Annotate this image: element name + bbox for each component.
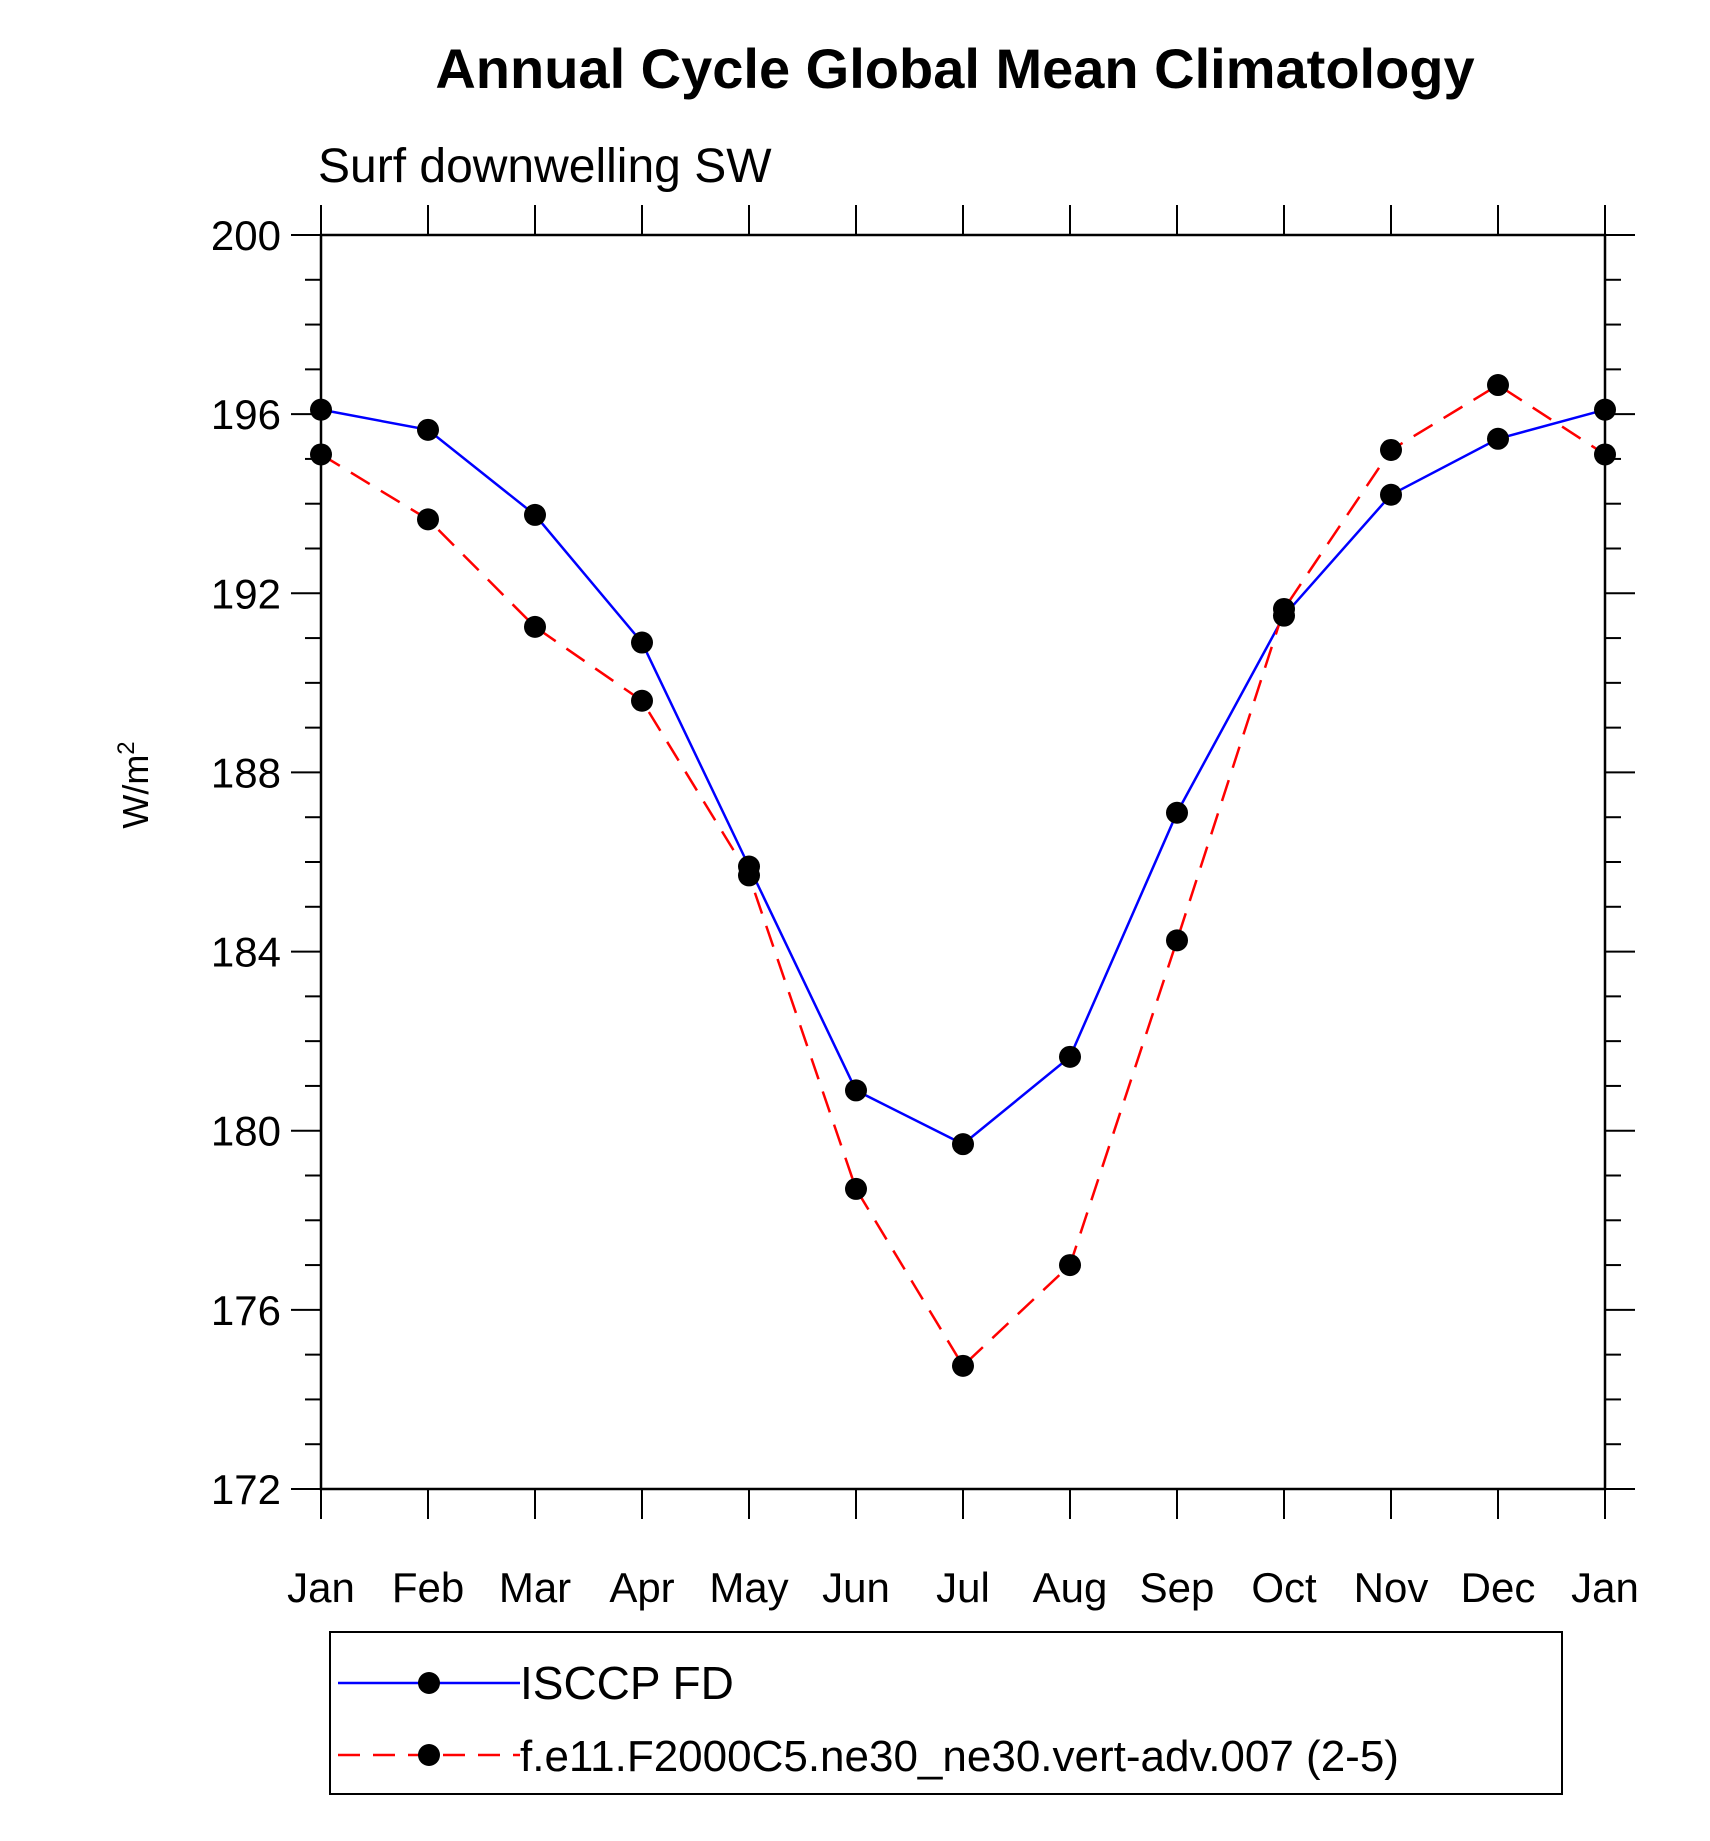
y-axis-label: W/m2 xyxy=(113,741,156,828)
series-0-point xyxy=(1059,1045,1081,1068)
y-tick-label: 200 xyxy=(211,212,281,259)
x-tick-label: Mar xyxy=(499,1564,571,1611)
series-1-point xyxy=(417,508,439,531)
series-0-point xyxy=(1594,398,1616,421)
chart-title: Annual Cycle Global Mean Climatology xyxy=(435,37,1474,100)
x-tick-label: Aug xyxy=(1033,1564,1108,1611)
x-tick-label: Jun xyxy=(822,1564,890,1611)
series-1-point xyxy=(1059,1254,1081,1277)
legend-label-model: f.e11.F2000C5.ne30_ne30.vert-adv.007 (2-… xyxy=(520,1732,1399,1781)
series-1-point xyxy=(310,443,332,466)
series-1-point xyxy=(524,615,546,638)
series-0-point xyxy=(417,418,439,441)
svg-text:W/m2: W/m2 xyxy=(113,741,156,828)
series-1-point xyxy=(1380,438,1402,461)
x-tick-label: May xyxy=(709,1564,788,1611)
legend-label-isccp-fd: ISCCP FD xyxy=(520,1657,734,1709)
series-1-point xyxy=(845,1177,867,1200)
series-0-point xyxy=(845,1079,867,1102)
series-1-point xyxy=(952,1354,974,1377)
legend: ISCCP FD f.e11.F2000C5.ne30_ne30.vert-ad… xyxy=(329,1631,1563,1795)
x-tick-label: Oct xyxy=(1251,1564,1317,1611)
legend-marker-model xyxy=(418,1744,440,1766)
x-tick-label: Dec xyxy=(1461,1564,1536,1611)
series-0-point xyxy=(1380,483,1402,506)
series-0-point xyxy=(1166,801,1188,824)
series-1-point xyxy=(1594,443,1616,466)
x-tick-label: Jan xyxy=(287,1564,355,1611)
series-0-point xyxy=(631,631,653,654)
x-tick-label: Nov xyxy=(1354,1564,1429,1611)
y-tick-label: 196 xyxy=(211,391,281,438)
plot-frame xyxy=(319,233,1607,1491)
legend-box xyxy=(329,1631,1563,1795)
x-tick-label: Jan xyxy=(1571,1564,1639,1611)
y-tick-label: 192 xyxy=(211,570,281,617)
series-1-point xyxy=(1166,929,1188,952)
series-line-0 xyxy=(320,408,1606,1146)
series-0-point xyxy=(310,398,332,421)
y-tick-label: 176 xyxy=(211,1287,281,1334)
x-tick-label: Sep xyxy=(1140,1564,1215,1611)
y-tick-label: 172 xyxy=(211,1466,281,1513)
x-tick-label: Jul xyxy=(936,1564,990,1611)
series-0-point xyxy=(1487,427,1509,450)
y-axis-label-text: W/m xyxy=(115,755,156,829)
chart-subtitle: Surf downwelling SW xyxy=(318,140,772,193)
series-0-point xyxy=(952,1133,974,1156)
legend-marker-isccp-fd xyxy=(418,1672,440,1694)
y-tick-label: 188 xyxy=(211,749,281,796)
y-tick-label: 184 xyxy=(211,929,281,976)
series-line-1 xyxy=(320,383,1606,1368)
series-1-point xyxy=(1273,597,1295,620)
series-1-point xyxy=(738,864,760,887)
y-axis-label-superscript: 2 xyxy=(113,741,140,754)
x-tick-label: Feb xyxy=(392,1564,464,1611)
series-1-point xyxy=(1487,374,1509,397)
x-tick-label: Apr xyxy=(609,1564,674,1611)
series-0-point xyxy=(524,503,546,526)
y-tick-label: 180 xyxy=(211,1108,281,1155)
series-1-point xyxy=(631,689,653,712)
